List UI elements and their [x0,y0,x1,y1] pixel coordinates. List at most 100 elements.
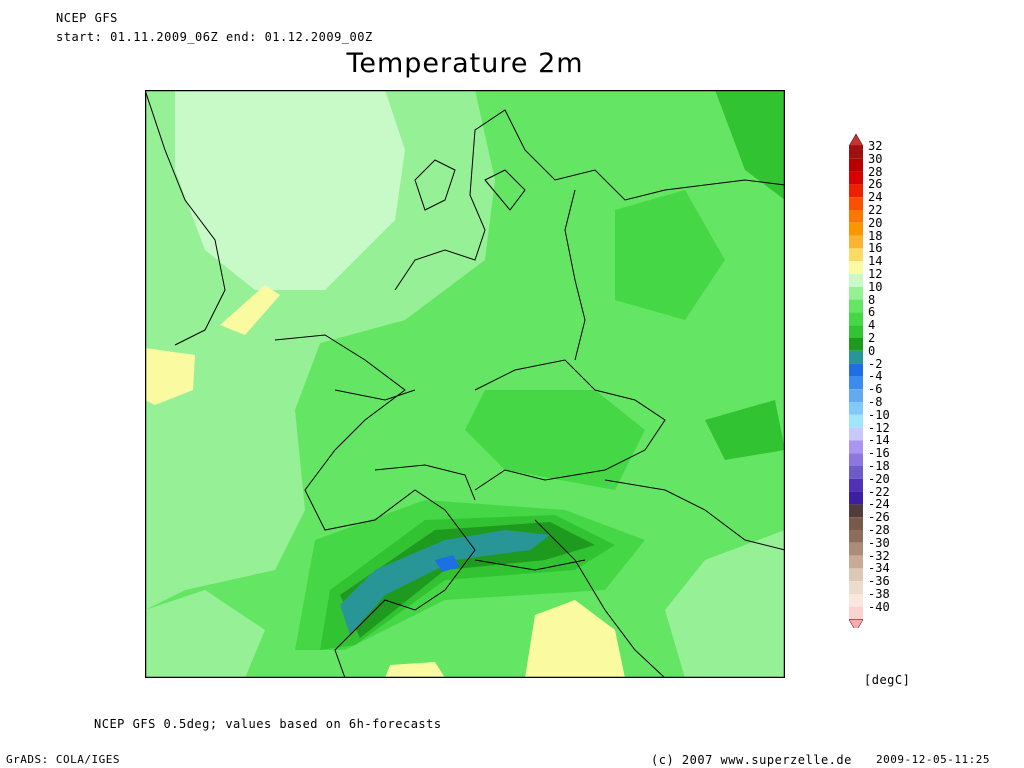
colorbar-tick-label: 8 [868,292,876,307]
colorbar-swatch [849,414,863,428]
colorbar-bottom-arrow [848,619,864,628]
colorbar-tick-label: -16 [868,446,890,461]
colorbar-swatch [849,197,863,210]
colorbar-swatch [849,581,863,594]
borders [145,90,785,678]
colorbar-tick-label: 30 [868,151,883,166]
colorbar-swatch [849,530,863,543]
unit-label: [degC] [864,673,911,687]
colorbar-swatch [849,274,863,287]
colorbar-swatch [849,466,863,479]
colorbar-swatch [849,338,863,351]
zone-warm-1 [220,285,280,335]
colorbar-tick-label: -18 [868,459,890,473]
colorbar-swatch [849,594,863,607]
colorbar-swatch [849,171,863,185]
colorbar-swatch [849,299,863,313]
colorbar-swatch [849,261,863,274]
colorbar-swatch [849,440,863,454]
zone-dark-se [705,400,785,460]
colorbar-swatch [849,389,863,402]
zone-light-sw [145,590,265,678]
colorbar-tick-label: -36 [868,574,890,589]
zone-light-east [665,530,785,678]
zone-warm-4 [385,662,445,678]
colorbar-swatch [849,568,863,582]
colorbar-swatch [849,363,863,377]
chart-title: Temperature 2m [346,48,584,79]
colorbar-tick-label: -34 [868,561,890,576]
colorbar-tick-label: -30 [868,535,890,550]
colorbar-swatch [849,312,863,326]
colorbar-tick-label: 32 [868,139,883,153]
colorbar-tick-label: 4 [868,318,876,333]
copyright: (c) 2007 www.superzelle.de [651,753,852,767]
colorbar-tick-label: 12 [868,267,883,281]
colorbar-swatch [849,235,863,249]
colorbar-swatch [849,555,863,569]
zone-mid-center [465,390,645,490]
footer-note: NCEP GFS 0.5deg; values based on 6h-fore… [94,717,442,731]
colorbar-tick-label: 28 [868,164,883,179]
zone-warm-2 [145,348,195,405]
colorbar-swatch [849,158,863,172]
colorbar-tick-label: -32 [868,548,890,563]
zone-lighter-north [175,90,405,290]
zone-zero-alps [340,530,550,635]
colorbar-tick-label: -22 [868,484,890,499]
colorbar-tick-label: 20 [868,215,883,230]
colorbar [848,134,864,628]
colorbar-tick-label: -6 [868,382,883,397]
colorbar-tick-label: -2 [868,356,883,371]
colorbar-tick-label: -12 [868,420,890,435]
colorbar-swatch [849,376,863,390]
zone-dark-ne [715,90,785,200]
colorbar-swatch [849,427,863,441]
colorbar-swatch [849,184,863,198]
colorbar-tick-label: 18 [868,228,883,243]
colorbar-swatch [849,504,863,518]
colorbar-tick-label: -8 [868,395,883,409]
zone-mid-east [615,190,725,320]
timestamp: 2009-12-05-11:25 [876,753,990,766]
colorbar-swatch [849,286,863,300]
colorbar-tick-label: 22 [868,203,883,217]
colorbar-swatch [849,491,863,505]
zone-darker-alps [340,522,595,638]
colorbar-swatch [849,146,863,159]
colorbar-swatch [849,210,863,223]
colorbar-tick-label: -20 [868,471,890,486]
grads-credit: GrADS: COLA/IGES [6,753,120,766]
colorbar-tick-label: -10 [868,407,890,422]
colorbar-swatch [849,350,863,364]
colorbar-tick-label: 24 [868,190,883,205]
colorbar-tick-label: -14 [868,433,890,448]
zone-cold-alps [435,555,460,572]
colorbar-tick-label: 26 [868,177,883,192]
colorbar-swatch [849,517,863,530]
colorbar-swatch [849,248,863,262]
colorbar-tick-label: -38 [868,587,890,601]
colorbar-swatch [849,542,863,556]
colorbar-swatch [849,325,863,338]
colorbar-tick-label: -26 [868,510,890,525]
zone-warm-3 [525,600,625,678]
colorbar-tick-label: 2 [868,331,876,345]
temperature-map [145,90,785,678]
colorbar-tick-label: -24 [868,497,890,512]
model-label: NCEP GFS [56,11,118,25]
colorbar-swatch [849,402,863,415]
colorbar-tick-label: -4 [868,369,883,384]
colorbar-tick-label: 14 [868,254,883,269]
colorbar-swatch [849,606,863,620]
colorbar-tick-label: -40 [868,599,890,614]
colorbar-tick-label: 0 [868,343,876,358]
colorbar-swatch [849,222,863,236]
colorbar-swatch [849,453,863,466]
colorbar-tick-label: -28 [868,523,890,537]
colorbar-top-arrow [848,134,864,147]
colorbar-tick-label: 16 [868,241,883,256]
map-frame [145,90,785,678]
period-label: start: 01.11.2009_06Z end: 01.12.2009_00… [56,30,373,44]
colorbar-tick-label: 10 [868,279,883,294]
